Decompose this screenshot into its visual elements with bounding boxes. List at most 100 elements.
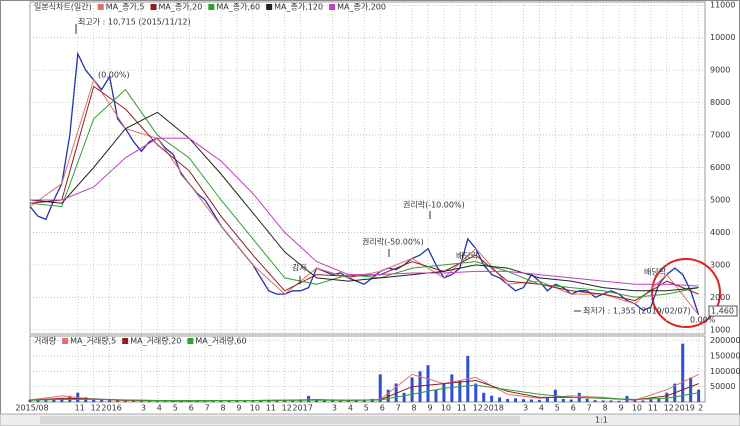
volume-bar: [641, 400, 645, 402]
x-tick-label: 7: [205, 404, 210, 413]
volume-bar: [482, 392, 486, 402]
legend-swatch: [329, 4, 336, 10]
annotation: 감자: [292, 263, 307, 273]
x-tick-label: 6: [189, 404, 194, 413]
legend-swatch: [122, 338, 129, 344]
volume-bar: [522, 399, 526, 402]
toolbar-label[interactable]: 1:1: [595, 416, 608, 425]
x-tick-label: 12: [664, 404, 674, 413]
volume-bar: [410, 377, 414, 402]
volume-bar: [362, 399, 366, 402]
volume-bar: [585, 398, 589, 402]
x-tick-label: 12: [473, 404, 483, 413]
volume-bar: [681, 343, 685, 402]
legend-swatch: [97, 4, 104, 10]
x-tick-label: 8: [220, 404, 225, 413]
ma-line: [29, 85, 699, 302]
volume-bar: [131, 400, 135, 402]
x-tick-label: 2016: [101, 404, 121, 413]
volume-bar: [187, 401, 191, 402]
volume-bar: [163, 400, 167, 402]
volume-bar: [315, 399, 319, 402]
y-tick-label: 1000: [710, 325, 730, 334]
volume-bar: [299, 399, 303, 402]
volume-bar: [267, 400, 271, 402]
x-tick-label: 2017: [292, 404, 312, 413]
x-tick-label: 5: [555, 404, 560, 413]
volume-bar: [28, 399, 32, 402]
y-tick-label: 100000: [710, 367, 740, 376]
volume-bar: [474, 383, 478, 402]
volume-bar: [529, 399, 533, 402]
volume-bar: [291, 400, 295, 402]
x-tick-label: 6: [380, 404, 385, 413]
highlight-circle: [651, 258, 721, 328]
x-tick-label: 11: [648, 404, 658, 413]
volume-bar: [275, 400, 279, 402]
x-tick-label: 8: [412, 404, 417, 413]
y-tick-label: 3000: [710, 260, 730, 269]
legend-title: 거래량: [34, 336, 57, 346]
volume-bar: [124, 400, 128, 402]
legend-swatch: [62, 338, 69, 344]
x-tick-label: 5: [173, 404, 178, 413]
x-tick-label: 9: [427, 404, 432, 413]
x-tick-label: 2: [698, 404, 703, 413]
x-tick-label: 12: [282, 404, 292, 413]
volume-bar: [697, 389, 701, 402]
x-tick-label: 9: [618, 404, 623, 413]
volume-bar: [601, 400, 605, 402]
x-tick-label: 11: [457, 404, 467, 413]
volume-bar: [386, 389, 390, 402]
legend-title: 일본식차트(일간): [34, 2, 92, 12]
volume-bar: [44, 400, 48, 402]
y-tick-label: 8000: [710, 98, 730, 107]
y-tick-label: 4000: [710, 228, 730, 237]
y-tick-label: 50000: [710, 382, 735, 391]
volume-bar: [235, 400, 239, 402]
x-tick-label: 2019: [675, 404, 695, 413]
legend-label: MA_종가,5: [106, 3, 145, 12]
volume-bar: [378, 374, 382, 402]
x-tick-label: 7: [587, 404, 592, 413]
volume-bar: [633, 400, 637, 402]
y-tick-label: 2000: [710, 293, 730, 302]
legend-label: MA_거래량,5: [70, 336, 116, 346]
x-tick-label: 4: [157, 404, 162, 413]
volume-bar: [60, 398, 64, 402]
y-tick-label: 150000: [710, 351, 740, 360]
volume-bar: [665, 392, 669, 402]
legend-label: MA_종가,60: [216, 3, 260, 12]
x-tick-label: 7: [396, 404, 401, 413]
volume-bar: [330, 400, 334, 402]
volume-bar: [458, 380, 462, 402]
volume-bar: [354, 400, 358, 402]
volume-bar: [442, 383, 446, 402]
volume-bar: [251, 400, 255, 402]
volume-bar: [195, 401, 199, 402]
legend-swatch: [208, 4, 215, 10]
legend-label: MA_거래량,20: [130, 336, 181, 346]
annotation: 0.00%: [690, 316, 716, 325]
volume-bar: [108, 399, 112, 402]
volume-bar: [402, 392, 406, 402]
volume-bar: [227, 400, 231, 402]
annotation: 배당락: [644, 267, 667, 277]
ma-line: [30, 137, 699, 287]
volume-bar: [52, 399, 56, 402]
legend-swatch: [187, 338, 194, 344]
y-tick-label: 5000: [710, 195, 730, 204]
legend-swatch: [266, 4, 273, 10]
x-tick-label: 2018: [483, 404, 503, 413]
volume-bar: [171, 400, 175, 402]
scroll-thumb[interactable]: [40, 416, 520, 424]
volume-bar: [689, 377, 693, 402]
x-tick-label: 11: [75, 404, 85, 413]
annotation: (0.00%): [98, 71, 130, 80]
volume-bar: [219, 400, 223, 402]
volume-bar: [498, 397, 502, 402]
y-tick-label: 200000: [710, 336, 740, 345]
legend-label: MA_종가,120: [274, 3, 323, 12]
volume-bar: [36, 400, 40, 402]
